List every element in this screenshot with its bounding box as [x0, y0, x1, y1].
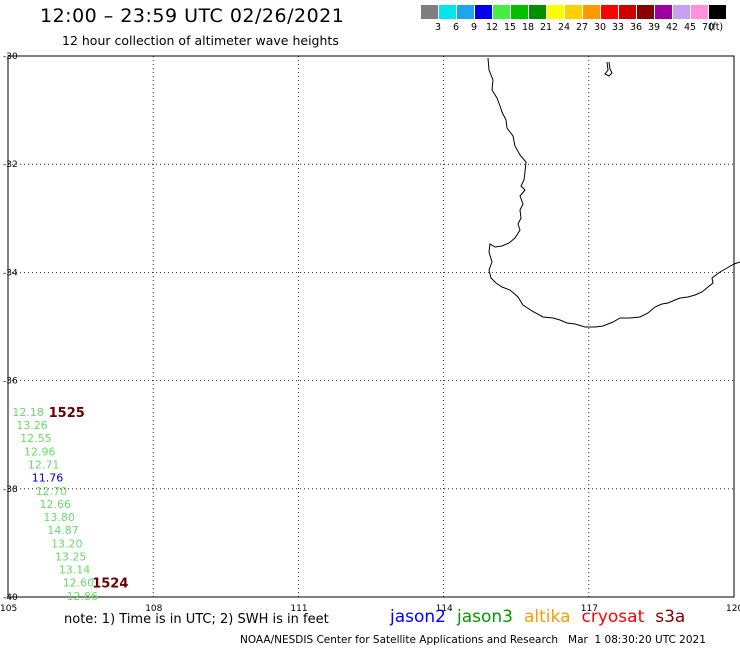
wave-height-value: 11.76 — [32, 471, 64, 484]
wave-height-value: 12.86 — [67, 590, 99, 603]
legend-unit: (ft) — [708, 22, 724, 33]
legend-label: 21 — [539, 22, 553, 33]
legend-swatch — [475, 5, 492, 19]
footnote: note: 1) Time is in UTC; 2) SWH is in fe… — [64, 612, 329, 627]
legend-label: 6 — [452, 22, 460, 33]
legend-swatch — [637, 5, 654, 19]
satellite-name: cryosat — [581, 607, 645, 627]
latitude-label: -30 — [3, 52, 18, 62]
legend-label: 45 — [683, 22, 697, 33]
legend-label: 15 — [503, 22, 517, 33]
map-frame — [7, 55, 735, 598]
legend-swatch — [673, 5, 690, 19]
latitude-label: -34 — [3, 268, 18, 278]
longitude-label: 117 — [581, 604, 598, 614]
wave-height-value: 13.25 — [55, 550, 87, 563]
wave-height-value: 12.71 — [28, 458, 60, 471]
wave-height-value: 12.60 — [63, 576, 95, 589]
legend-label: 33 — [611, 22, 625, 33]
legend-swatch — [457, 5, 474, 19]
legend-label: 18 — [521, 22, 535, 33]
satellite-name: s3a — [655, 607, 686, 627]
legend-label: 12 — [485, 22, 499, 33]
altimeter-observations: 12.1813.2612.5512.9612.7111.7612.7012.66… — [12, 406, 128, 603]
western-australia-coastline — [487, 57, 740, 328]
wave-height-value: 12.66 — [39, 498, 71, 511]
map-subtitle: 12 hour collection of altimeter wave hei… — [62, 33, 339, 48]
satellite-name: altika — [524, 607, 571, 627]
rottnest-island-outline — [604, 61, 613, 77]
satellite-name: jason2 — [390, 607, 446, 627]
longitude-label: 108 — [145, 604, 162, 614]
wave-height-value: 13.20 — [51, 537, 83, 550]
pass-time-label: 1524 — [92, 576, 128, 591]
legend-label: 27 — [575, 22, 589, 33]
legend-label: 9 — [470, 22, 478, 33]
longitude-label: 105 — [0, 604, 17, 614]
longitude-label: 114 — [436, 604, 453, 614]
pass-time-label: 1525 — [49, 406, 85, 421]
latitude-label: -38 — [3, 485, 18, 495]
latitude-label: -32 — [3, 160, 18, 170]
legend-swatch — [529, 5, 546, 19]
legend-swatch — [619, 5, 636, 19]
legend-label: 39 — [647, 22, 661, 33]
legend-swatch — [511, 5, 528, 19]
legend-swatch — [691, 5, 708, 19]
satellite-key: jason2 jason3 altika cryosat s3a — [390, 607, 696, 627]
legend-swatch — [655, 5, 672, 19]
credit-line: NOAA/NESDIS Center for Satellite Applica… — [240, 634, 706, 646]
wave-height-value: 13.80 — [43, 511, 75, 524]
legend-label: 36 — [629, 22, 643, 33]
legend-swatch — [439, 5, 456, 19]
legend-swatch — [601, 5, 618, 19]
latitude-label: -40 — [3, 593, 18, 603]
legend-swatch — [421, 5, 438, 19]
legend-swatch — [565, 5, 582, 19]
legend-swatch — [493, 5, 510, 19]
latitude-label: -36 — [3, 377, 18, 387]
legend-label: 3 — [434, 22, 442, 33]
legend-swatch — [547, 5, 564, 19]
legend-swatch — [583, 5, 600, 19]
longitude-label: 120 — [726, 604, 740, 614]
wave-height-value: 13.26 — [16, 419, 48, 432]
legend-label: 30 — [593, 22, 607, 33]
legend-label: 70 — [701, 22, 715, 33]
map-title: 12:00 – 23:59 UTC 02/26/2021 — [40, 5, 345, 27]
wave-height-value: 12.96 — [24, 445, 56, 458]
legend-swatch — [709, 5, 726, 19]
legend-label: 42 — [665, 22, 679, 33]
longitude-label: 111 — [290, 604, 307, 614]
wave-height-value: 12.55 — [20, 432, 51, 445]
wave-height-value: 12.18 — [12, 406, 44, 419]
legend-label: 24 — [557, 22, 571, 33]
satellite-name: jason3 — [457, 607, 513, 627]
wave-height-value: 13.14 — [59, 563, 91, 576]
wave-height-value: 12.70 — [36, 485, 67, 498]
wave-height-value: 14.87 — [47, 524, 78, 537]
